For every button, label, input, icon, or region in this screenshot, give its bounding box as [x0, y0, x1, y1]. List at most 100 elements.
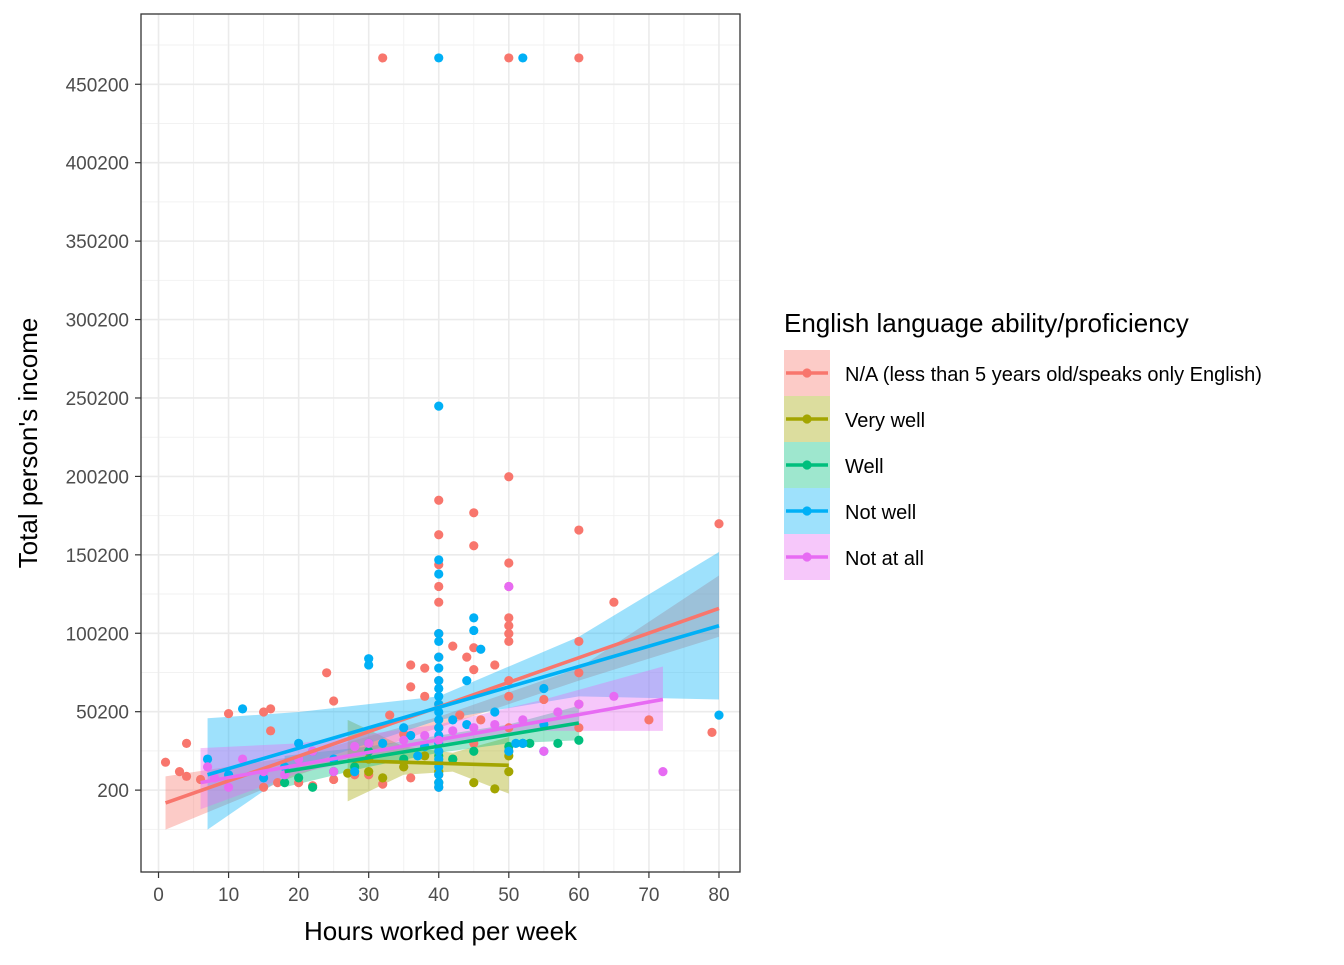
fit-lines — [164, 606, 720, 805]
data-point — [574, 53, 584, 63]
data-point — [609, 691, 619, 701]
data-points — [160, 53, 724, 794]
data-point — [280, 777, 290, 788]
panel-border — [140, 13, 741, 873]
data-point — [434, 555, 444, 565]
data-point — [469, 746, 479, 756]
data-point — [504, 628, 514, 639]
legend-label: Not at all — [845, 548, 924, 570]
data-point — [378, 738, 388, 748]
data-point — [490, 719, 500, 730]
legend-key-point — [802, 414, 812, 424]
y-axis-ticks: 200 50200 100200 150200 200200 250200 300200 35… — [66, 75, 141, 802]
fit-line — [207, 624, 720, 777]
data-point — [364, 660, 374, 670]
y-tick-label: 300200 — [66, 311, 129, 332]
data-point — [574, 668, 584, 678]
data-point — [553, 707, 563, 717]
data-point — [322, 668, 332, 678]
data-point — [434, 401, 444, 411]
y-tick-label: 200 — [97, 781, 129, 802]
data-point — [364, 738, 374, 748]
data-point — [406, 660, 416, 670]
data-point — [658, 767, 668, 777]
data-point — [707, 727, 717, 737]
data-point — [504, 691, 514, 701]
data-point — [469, 613, 479, 623]
legend-key-point — [802, 552, 812, 562]
data-point — [462, 719, 472, 730]
data-point — [434, 530, 444, 540]
data-point — [434, 569, 444, 579]
data-point — [574, 735, 584, 745]
data-point — [434, 495, 444, 505]
data-point — [714, 710, 724, 720]
legend-title: English language ability/proficiency — [784, 308, 1189, 338]
data-point — [399, 723, 409, 733]
data-point — [504, 767, 514, 777]
data-point — [553, 738, 563, 748]
data-point — [202, 754, 213, 764]
data-point — [329, 767, 339, 777]
data-point — [266, 704, 276, 714]
fit-line — [347, 758, 509, 768]
data-point — [420, 663, 430, 673]
confidence-band — [347, 719, 509, 802]
y-tick-label: 250200 — [66, 389, 129, 410]
data-point — [434, 754, 444, 764]
legend-key-point — [802, 506, 812, 516]
x-tick-label: 10 — [218, 885, 239, 906]
data-point — [504, 746, 514, 756]
data-point — [518, 738, 528, 748]
x-tick-label: 40 — [428, 885, 449, 906]
data-point — [434, 782, 444, 792]
data-point — [259, 707, 269, 717]
x-tick-label: 80 — [708, 885, 729, 906]
data-point — [174, 767, 185, 777]
data-point — [223, 708, 234, 719]
data-point — [434, 746, 444, 756]
data-point — [539, 694, 549, 705]
data-point — [469, 625, 479, 636]
legend-label: N/A (less than 5 years old/speaks only E… — [845, 364, 1262, 386]
data-point — [476, 644, 486, 654]
data-point — [434, 636, 444, 647]
data-point — [181, 771, 192, 781]
y-tick-label: 450200 — [66, 75, 129, 96]
data-point — [504, 613, 514, 623]
y-tick-label: 350200 — [66, 232, 129, 253]
data-point — [574, 699, 584, 709]
data-point — [308, 782, 318, 792]
data-point — [237, 704, 248, 714]
data-point — [434, 723, 444, 733]
data-point — [434, 691, 444, 701]
data-point — [434, 53, 444, 63]
data-point — [259, 782, 269, 792]
data-point — [406, 730, 416, 741]
confidence-band — [207, 552, 719, 830]
fit-line — [284, 721, 580, 774]
data-point — [378, 53, 388, 63]
data-point — [434, 663, 444, 673]
y-tick-label: 50200 — [76, 703, 129, 724]
data-point — [406, 773, 416, 783]
data-point — [574, 723, 584, 733]
data-point — [448, 641, 458, 651]
data-point — [490, 784, 500, 794]
data-point — [490, 707, 500, 717]
x-tick-label: 0 — [153, 885, 164, 906]
y-axis-title: Total person's income — [13, 318, 43, 569]
data-point — [469, 665, 479, 675]
data-point — [329, 774, 339, 785]
data-point — [223, 782, 234, 792]
data-point — [539, 746, 549, 756]
data-point — [420, 730, 430, 741]
data-point — [181, 738, 192, 748]
data-point — [504, 621, 514, 631]
x-axis-ticks: 0 10 20 30 40 50 60 70 80 — [153, 872, 730, 906]
data-point — [343, 768, 353, 778]
data-point — [448, 726, 458, 736]
x-tick-label: 20 — [288, 885, 309, 906]
data-point — [448, 754, 458, 764]
